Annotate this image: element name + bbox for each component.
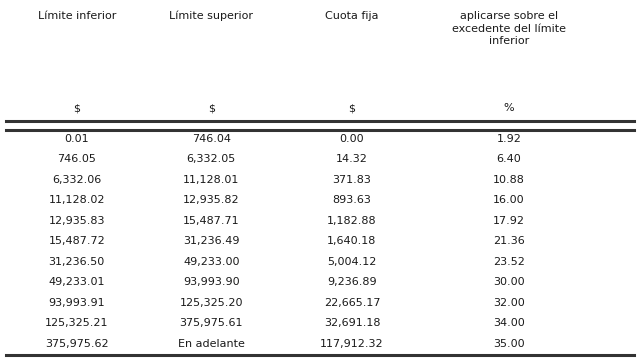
Text: 125,325.21: 125,325.21 [45, 318, 109, 328]
Text: 10.88: 10.88 [493, 175, 525, 185]
Text: $: $ [74, 103, 80, 113]
Text: 14.32: 14.32 [336, 154, 368, 164]
Text: 117,912.32: 117,912.32 [320, 339, 384, 349]
Text: 0.01: 0.01 [65, 134, 89, 144]
Text: aplicarse sobre el
excedente del límite
inferior: aplicarse sobre el excedente del límite … [452, 11, 566, 46]
Text: Cuota fija: Cuota fija [325, 11, 379, 21]
Text: 375,975.61: 375,975.61 [179, 318, 243, 328]
Text: 16.00: 16.00 [493, 195, 525, 205]
Text: 6.40: 6.40 [497, 154, 521, 164]
Text: 23.52: 23.52 [493, 257, 525, 267]
Text: En adelante: En adelante [178, 339, 244, 349]
Text: Límite inferior: Límite inferior [38, 11, 116, 21]
Text: 125,325.20: 125,325.20 [179, 298, 243, 308]
Text: 0.00: 0.00 [340, 134, 364, 144]
Text: 49,233.00: 49,233.00 [183, 257, 239, 267]
Text: 1,640.18: 1,640.18 [327, 236, 377, 246]
Text: 31,236.50: 31,236.50 [49, 257, 105, 267]
Text: 1,182.88: 1,182.88 [327, 216, 377, 226]
Text: 9,236.89: 9,236.89 [327, 277, 377, 287]
Text: 371.83: 371.83 [333, 175, 371, 185]
Text: $: $ [349, 103, 355, 113]
Text: Límite superior: Límite superior [169, 11, 253, 21]
Text: 6,332.06: 6,332.06 [52, 175, 101, 185]
Text: 15,487.71: 15,487.71 [183, 216, 239, 226]
Text: 93,993.91: 93,993.91 [49, 298, 105, 308]
Text: 49,233.01: 49,233.01 [49, 277, 105, 287]
Text: 12,935.83: 12,935.83 [49, 216, 105, 226]
Text: 12,935.82: 12,935.82 [183, 195, 239, 205]
Text: 32.00: 32.00 [493, 298, 525, 308]
Text: 893.63: 893.63 [333, 195, 371, 205]
Text: 35.00: 35.00 [493, 339, 525, 349]
Text: 11,128.01: 11,128.01 [183, 175, 239, 185]
Text: %: % [504, 103, 514, 113]
Text: 17.92: 17.92 [493, 216, 525, 226]
Text: 21.36: 21.36 [493, 236, 525, 246]
Text: 1.92: 1.92 [497, 134, 521, 144]
Text: 746.05: 746.05 [58, 154, 96, 164]
Text: 34.00: 34.00 [493, 318, 525, 328]
Text: 30.00: 30.00 [493, 277, 525, 287]
Text: 22,665.17: 22,665.17 [324, 298, 380, 308]
Text: 15,487.72: 15,487.72 [49, 236, 105, 246]
Text: 6,332.05: 6,332.05 [187, 154, 236, 164]
Text: 746.04: 746.04 [192, 134, 230, 144]
Text: 93,993.90: 93,993.90 [183, 277, 239, 287]
Text: 31,236.49: 31,236.49 [183, 236, 239, 246]
Text: 5,004.12: 5,004.12 [327, 257, 377, 267]
Text: 32,691.18: 32,691.18 [324, 318, 380, 328]
Text: 375,975.62: 375,975.62 [45, 339, 109, 349]
Text: 11,128.02: 11,128.02 [49, 195, 105, 205]
Text: $: $ [208, 103, 214, 113]
